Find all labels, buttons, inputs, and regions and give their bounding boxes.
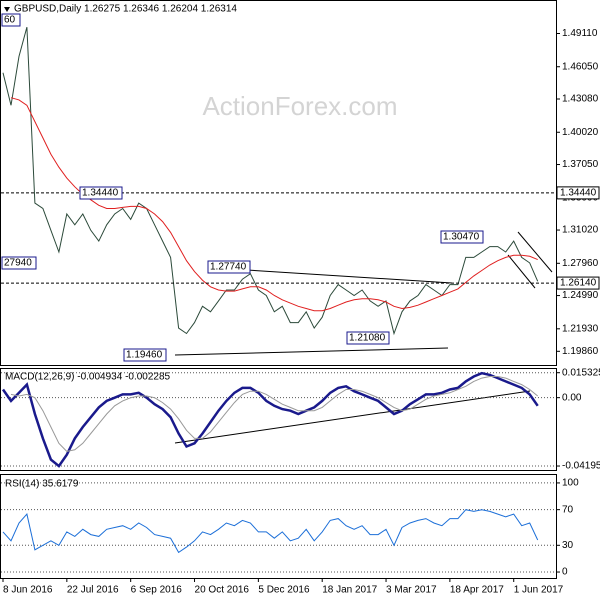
y-tick-label: 1.37050 (562, 159, 599, 170)
x-tick-label: 6 Sep 2016 (131, 585, 183, 596)
rsi-title: RSI(14) 35.6179 (5, 479, 79, 490)
series-line (2, 26, 539, 336)
series-line (10, 376, 539, 452)
x-tick-label: 5 Dec 2016 (258, 585, 310, 596)
y-tick-label: 0.015325 (562, 367, 600, 378)
macd-title: MACD(12,26,9) -0.004934 -0.002285 (5, 372, 171, 383)
annotation-box (79, 186, 123, 200)
level-label: 1.26140 (560, 278, 597, 289)
y-tick-label: 100 (562, 478, 579, 489)
annotation-box (346, 331, 390, 345)
y-tick-label: 1.43080 (562, 94, 599, 105)
trend-line (517, 231, 553, 273)
y-tick-label: 1.40020 (562, 127, 599, 138)
trend-line (507, 254, 536, 289)
y-tick-label: 30 (562, 540, 574, 551)
watermark: ActionForex.com (202, 91, 397, 121)
x-tick-label: 8 Jun 2016 (3, 585, 53, 596)
y-tick-label: -0.041957 (562, 461, 600, 472)
annotation: 1.34440 (82, 188, 119, 199)
macd-panel (0, 368, 557, 471)
annotation: 1.27740 (210, 262, 247, 273)
trend-line (174, 347, 449, 356)
series-line (10, 97, 538, 312)
price-panel (0, 0, 557, 366)
y-tick-label: 1.27960 (562, 258, 599, 269)
annotation-box (1, 13, 21, 27)
annotation-box (123, 348, 167, 362)
x-tick-label: 18 Jan 2017 (322, 585, 377, 596)
x-tick-label: 3 Mar 2017 (386, 585, 437, 596)
y-tick-label: 1.21930 (562, 323, 599, 334)
annotation: 27940 (4, 258, 32, 269)
level-box (556, 186, 600, 200)
rsi-panel (0, 474, 557, 579)
x-tick-label: 22 Jul 2016 (67, 585, 119, 596)
series-line (2, 509, 539, 554)
y-tick-label: 1.46050 (562, 61, 599, 72)
y-tick-label: 1.49110 (562, 28, 598, 39)
annotation-box (1, 256, 37, 270)
series-line (1, 371, 539, 468)
annotation: 1.21080 (349, 333, 386, 344)
annotation-box (440, 230, 484, 244)
annotation: 60 (4, 15, 16, 26)
x-tick-label: 18 Apr 2017 (450, 585, 504, 596)
y-tick-label: 70 (562, 504, 574, 515)
x-tick-label: 20 Oct 2016 (195, 585, 250, 596)
menu-arrow (4, 7, 10, 12)
trend-lines (174, 231, 553, 444)
y-tick-label: 0 (562, 567, 568, 578)
annotation: 1.30470 (443, 232, 480, 243)
y-tick-label: 1.19860 (562, 346, 599, 357)
y-tick-label: 1.24990 (562, 290, 599, 301)
trend-line (174, 390, 531, 444)
annotation-box (207, 260, 251, 274)
y-tick-label: 0.00 (562, 392, 582, 403)
x-tick-label: 1 Jun 2017 (514, 585, 564, 596)
chart-title: GBPUSD,Daily 1.26275 1.26346 1.26204 1.2… (14, 4, 237, 15)
trend-line (214, 267, 453, 284)
annotation: 1.19460 (126, 350, 163, 361)
level-box (556, 276, 600, 290)
level-label: 1.34440 (560, 188, 597, 199)
y-tick-label: 1.31020 (562, 225, 599, 236)
